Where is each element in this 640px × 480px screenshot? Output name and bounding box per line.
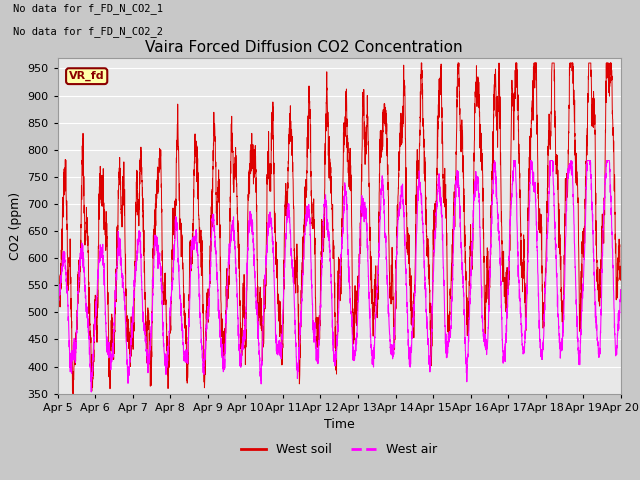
Text: No data for f_FD_N_CO2_2: No data for f_FD_N_CO2_2: [13, 26, 163, 37]
X-axis label: Time: Time: [324, 418, 355, 431]
Y-axis label: CO2 (ppm): CO2 (ppm): [9, 192, 22, 260]
Text: No data for f_FD_N_CO2_1: No data for f_FD_N_CO2_1: [13, 3, 163, 14]
Text: VR_fd: VR_fd: [69, 71, 104, 81]
Text: Vaira Forced Diffusion CO2 Concentration: Vaira Forced Diffusion CO2 Concentration: [145, 40, 463, 55]
Legend: West soil, West air: West soil, West air: [236, 438, 442, 461]
